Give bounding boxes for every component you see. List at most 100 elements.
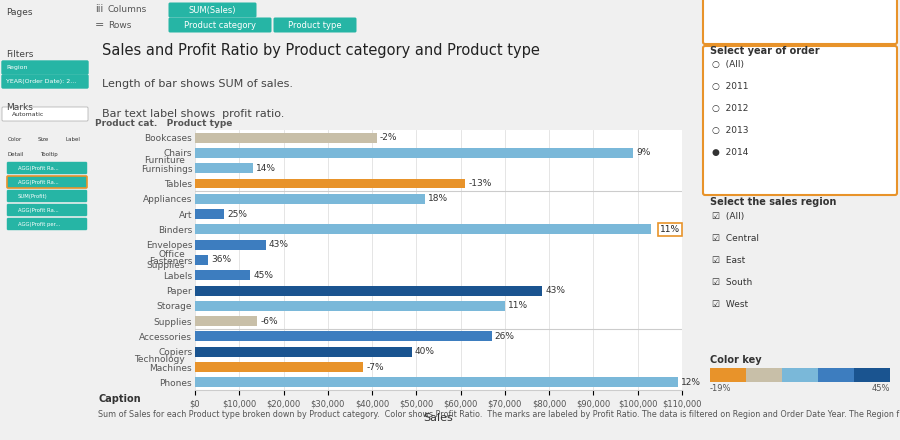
Text: ☑  South: ☑ South <box>712 278 752 287</box>
Bar <box>782 368 818 382</box>
Text: Marks: Marks <box>6 103 33 112</box>
FancyBboxPatch shape <box>7 162 87 174</box>
Text: Select the sales region: Select the sales region <box>710 197 836 207</box>
Text: ☑  Central: ☑ Central <box>712 234 759 243</box>
Bar <box>195 378 678 387</box>
FancyBboxPatch shape <box>168 3 256 18</box>
Text: Filters: Filters <box>6 50 33 59</box>
Text: ☑  (All): ☑ (All) <box>712 212 744 221</box>
FancyBboxPatch shape <box>7 218 87 230</box>
Text: 12%: 12% <box>680 378 701 387</box>
Text: Caption: Caption <box>98 393 140 403</box>
Text: 43%: 43% <box>269 240 289 249</box>
Text: YEAR(Order Date): 2...: YEAR(Order Date): 2... <box>6 79 76 84</box>
Bar <box>818 368 854 382</box>
Bar <box>195 286 543 296</box>
FancyBboxPatch shape <box>2 61 88 74</box>
Text: =: = <box>95 20 104 30</box>
Text: Automatic: Automatic <box>12 111 44 117</box>
Bar <box>195 209 224 219</box>
Text: 14%: 14% <box>256 164 276 173</box>
FancyBboxPatch shape <box>2 75 88 88</box>
Text: AGG(Profit Ra...: AGG(Profit Ra... <box>18 165 58 171</box>
Text: Columns: Columns <box>108 4 148 14</box>
Text: Sales and Profit Ratio by Product category and Product type: Sales and Profit Ratio by Product catego… <box>103 43 540 58</box>
Bar <box>195 240 266 249</box>
Text: 36%: 36% <box>212 256 231 264</box>
Text: ●  2014: ● 2014 <box>712 148 749 157</box>
Bar <box>195 148 634 158</box>
Text: Rows: Rows <box>108 21 131 29</box>
Bar <box>195 316 257 326</box>
Bar <box>195 163 253 173</box>
Text: Office
Supplies: Office Supplies <box>147 250 185 270</box>
Text: Pages: Pages <box>6 8 32 17</box>
Text: Product cat.   Product type: Product cat. Product type <box>94 119 232 128</box>
Text: ○  2011: ○ 2011 <box>712 82 749 91</box>
Text: SUM(Profit): SUM(Profit) <box>18 194 48 198</box>
Text: ☑  East: ☑ East <box>712 256 745 265</box>
Text: iii: iii <box>95 4 104 14</box>
Bar <box>195 362 364 372</box>
Text: ○  2013: ○ 2013 <box>712 126 749 135</box>
Text: -2%: -2% <box>380 133 398 142</box>
FancyBboxPatch shape <box>274 18 356 33</box>
Text: 26%: 26% <box>495 332 515 341</box>
Text: Tooltip: Tooltip <box>40 152 58 157</box>
Text: 43%: 43% <box>545 286 565 295</box>
Bar <box>195 347 412 357</box>
Text: ○  2012: ○ 2012 <box>712 104 749 113</box>
Text: Furniture: Furniture <box>144 156 185 165</box>
Text: -19%: -19% <box>710 384 732 393</box>
Text: ☑  West: ☑ West <box>712 300 748 309</box>
Text: Product type: Product type <box>288 21 342 29</box>
Bar <box>746 368 782 382</box>
Bar <box>195 194 425 204</box>
FancyBboxPatch shape <box>168 18 272 33</box>
Text: Bar text label shows  profit ratio.: Bar text label shows profit ratio. <box>103 109 284 119</box>
X-axis label: Sales: Sales <box>424 413 454 423</box>
Text: -13%: -13% <box>468 179 491 188</box>
Text: 11%: 11% <box>508 301 528 310</box>
Text: 40%: 40% <box>415 347 435 356</box>
Text: Sum of Sales for each Product type broken down by Product category.  Color shows: Sum of Sales for each Product type broke… <box>98 410 900 419</box>
FancyBboxPatch shape <box>7 176 87 188</box>
Text: Region: Region <box>6 65 28 70</box>
Text: Size: Size <box>38 137 50 142</box>
Bar <box>195 270 250 280</box>
Text: Length of bar shows SUM of sales.: Length of bar shows SUM of sales. <box>103 79 293 89</box>
Bar <box>195 255 209 265</box>
Text: 45%: 45% <box>871 384 890 393</box>
Text: Detail: Detail <box>8 152 24 157</box>
FancyBboxPatch shape <box>703 0 897 44</box>
Text: AGG(Profit per...: AGG(Profit per... <box>18 221 60 227</box>
Text: 11%: 11% <box>660 225 680 234</box>
Text: -6%: -6% <box>260 317 278 326</box>
Text: Color key: Color key <box>710 355 761 365</box>
Text: Product category: Product category <box>184 21 256 29</box>
Bar <box>195 179 465 188</box>
Bar <box>195 301 505 311</box>
Bar <box>195 224 651 235</box>
Text: AGG(Profit Ra...: AGG(Profit Ra... <box>18 180 58 184</box>
FancyBboxPatch shape <box>7 204 87 216</box>
Text: AGG(Profit Ra...: AGG(Profit Ra... <box>18 208 58 213</box>
Bar <box>195 331 491 341</box>
Bar <box>710 368 746 382</box>
Text: Label: Label <box>65 137 80 142</box>
Text: 45%: 45% <box>254 271 274 280</box>
FancyBboxPatch shape <box>703 46 897 195</box>
Text: -7%: -7% <box>366 363 384 371</box>
Text: Color: Color <box>8 137 22 142</box>
Text: ○  (All): ○ (All) <box>712 60 744 69</box>
Text: 18%: 18% <box>428 194 448 203</box>
FancyBboxPatch shape <box>7 190 87 202</box>
Bar <box>195 133 377 143</box>
FancyBboxPatch shape <box>2 107 88 121</box>
Text: Technology: Technology <box>134 355 185 364</box>
Text: 25%: 25% <box>227 209 248 219</box>
Text: 9%: 9% <box>636 148 651 158</box>
Text: SUM(Sales): SUM(Sales) <box>189 5 236 15</box>
Bar <box>854 368 890 382</box>
Text: Select year of order: Select year of order <box>710 46 820 56</box>
